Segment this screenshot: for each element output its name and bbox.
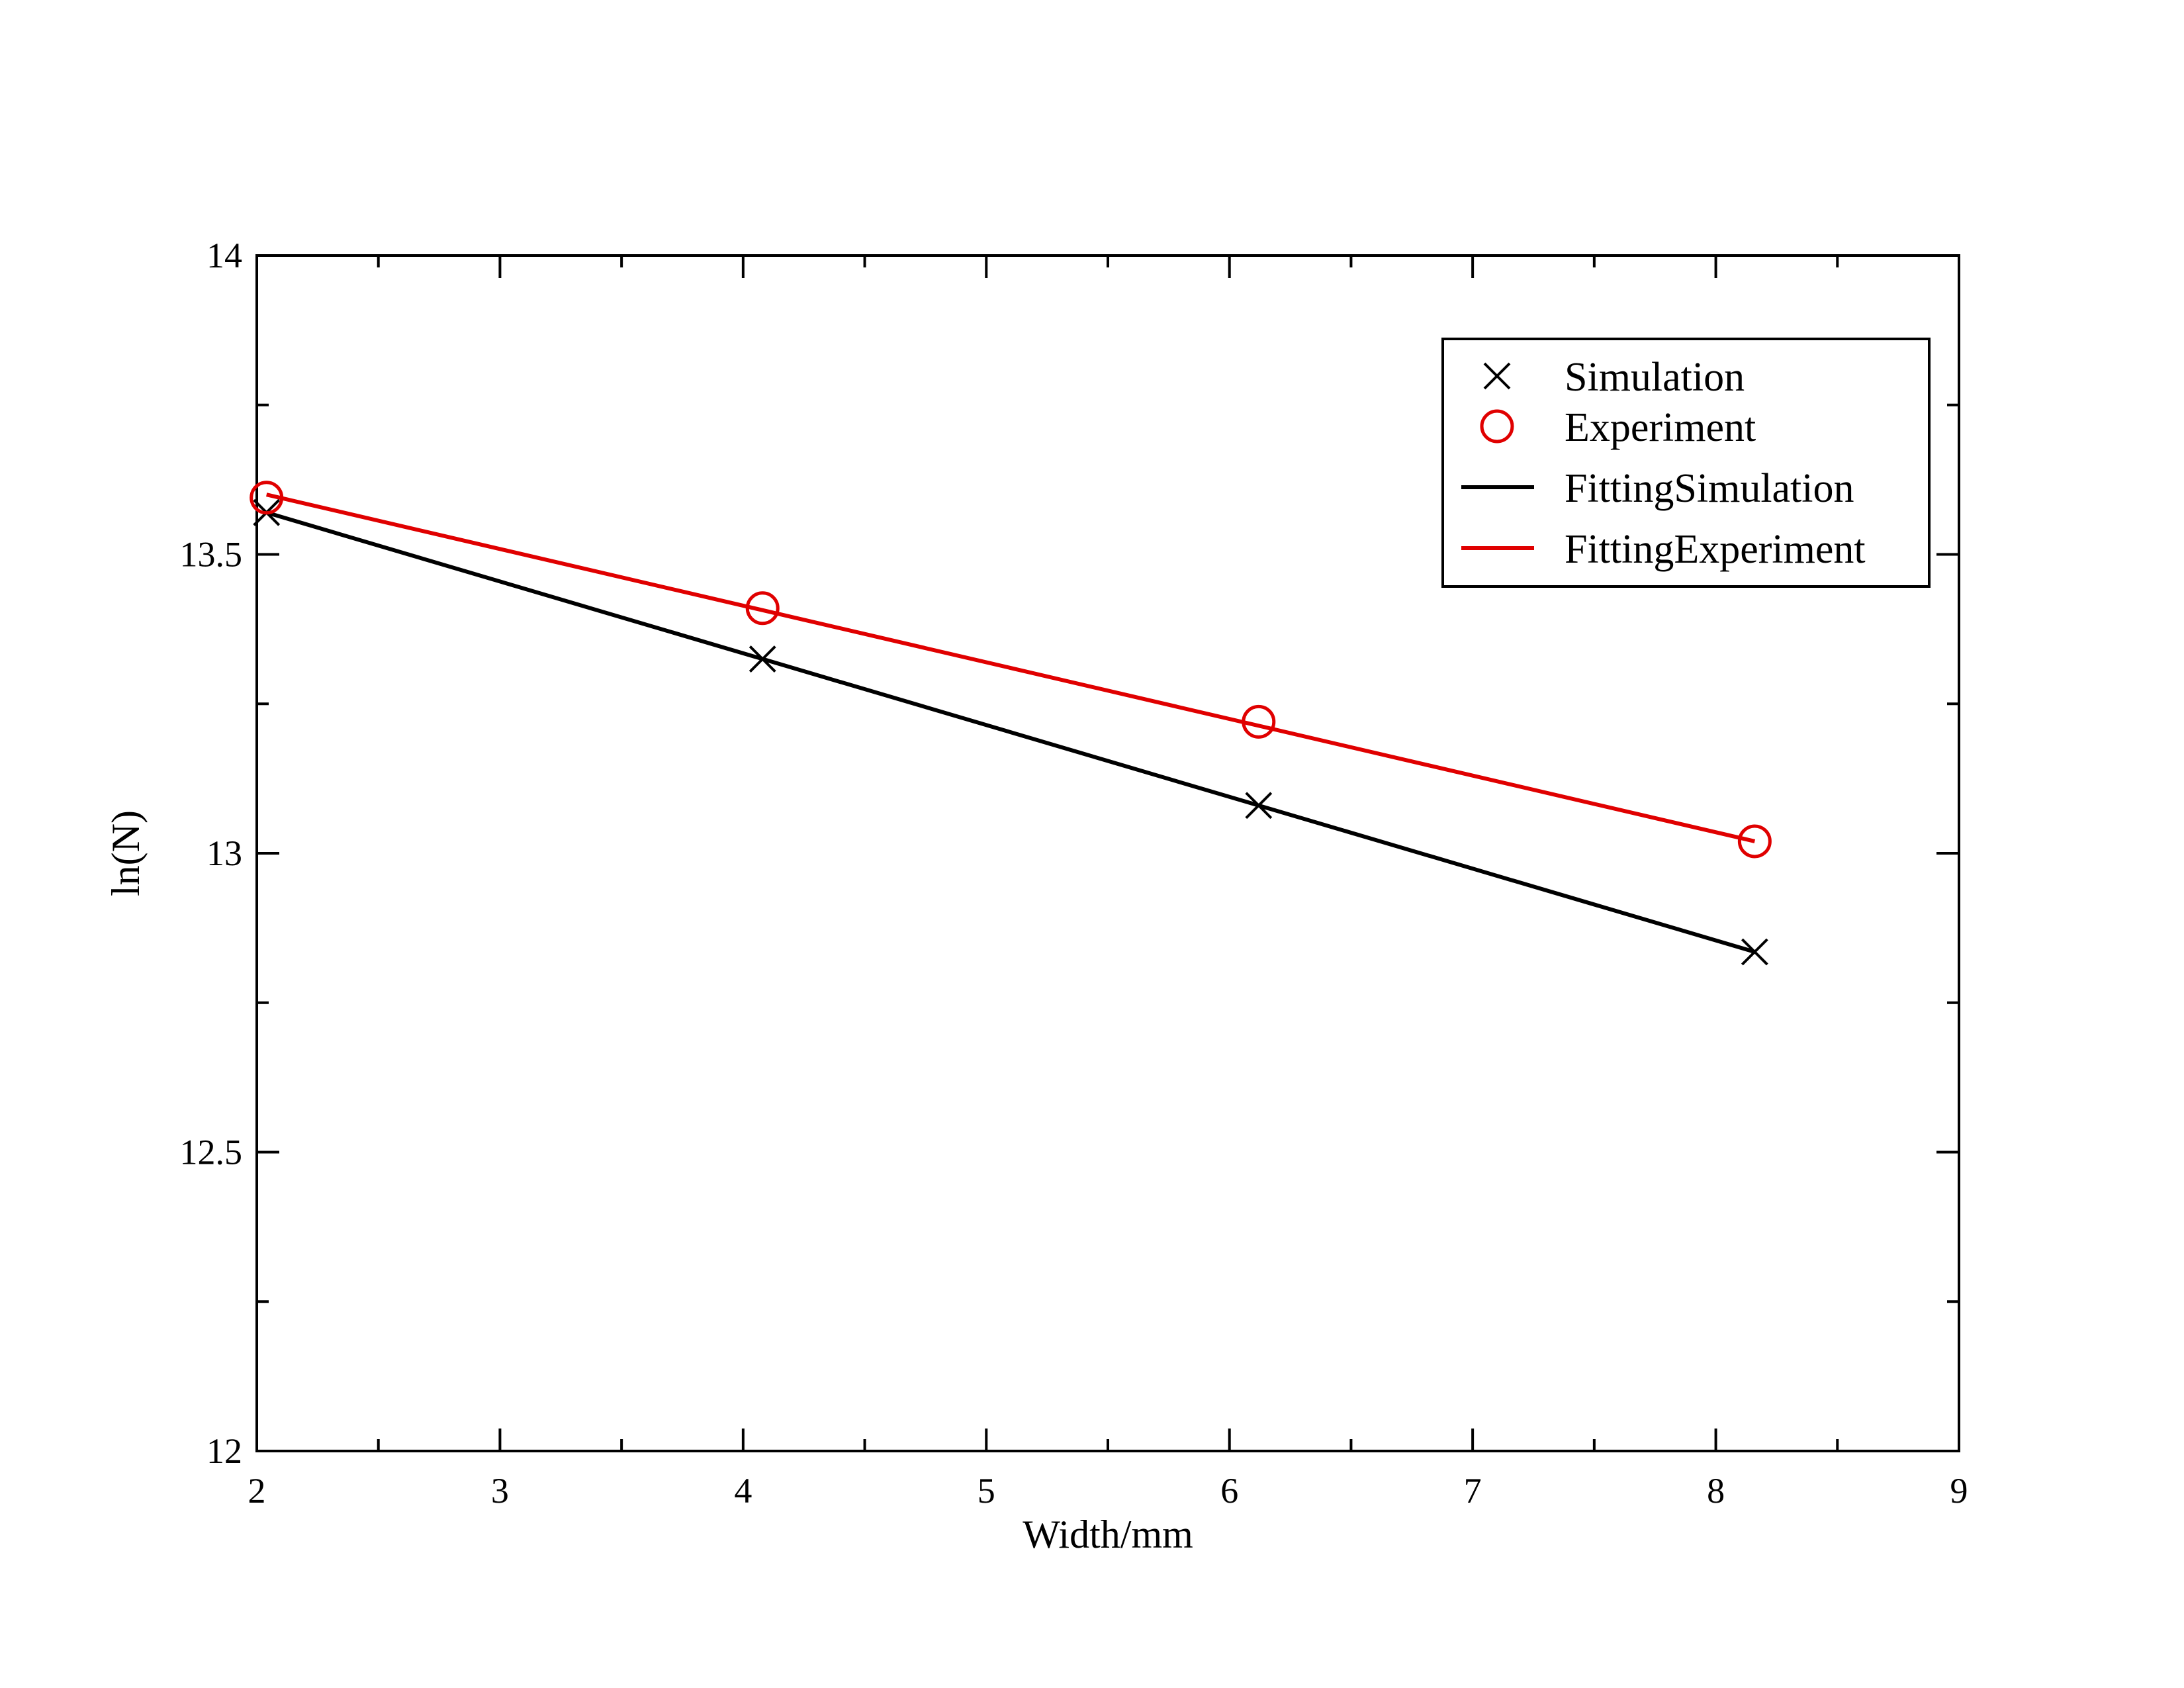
x-tick-label: 7 (1464, 1471, 1482, 1511)
y-tick-label: 13 (206, 833, 242, 873)
fit-lines (265, 492, 1756, 954)
experiment-point (745, 591, 780, 626)
x-marker-stroke (1741, 938, 1768, 966)
x-marker-stroke (1483, 362, 1511, 390)
x-tick-label: 6 (1220, 1471, 1238, 1511)
legend-label: Simulation (1565, 355, 1745, 400)
y-tick-label: 13.5 (180, 535, 243, 575)
legend-label: FittingSimulation (1565, 466, 1854, 511)
fit-line-FittingSimulation (265, 510, 1756, 954)
y-tick-label: 12 (206, 1431, 242, 1471)
x-marker-stroke (1245, 792, 1273, 820)
axis-tick-labels: 2 3 4 5 6 7 8 9 12 12.5 13 13.5 14 (180, 236, 1968, 1511)
y-tick-label: 14 (206, 236, 242, 275)
data-markers (250, 481, 1772, 966)
x-marker-stroke (749, 645, 776, 673)
experiment-point (1242, 704, 1276, 739)
y-tick-label: 12.5 (180, 1133, 243, 1172)
legend-label: FittingExperiment (1565, 527, 1866, 572)
x-tick-label: 8 (1707, 1471, 1725, 1511)
x-tick-label: 5 (978, 1471, 995, 1511)
legend: Simulation Experiment FittingSimulation Fit… (1441, 338, 1931, 588)
legend-label: Experiment (1565, 405, 1756, 450)
simulation-point (1741, 938, 1768, 966)
x-tick-label: 4 (734, 1471, 752, 1511)
legend-box (1441, 338, 1931, 588)
legend-symbol-x (1483, 362, 1511, 390)
simulation-point (1245, 792, 1273, 820)
legend-symbol-circle (1480, 409, 1514, 444)
axis-ticks (255, 254, 1960, 1452)
x-axis-title: Width/mm (1023, 1513, 1193, 1556)
experiment-point (250, 481, 284, 515)
x-tick-label: 3 (491, 1471, 509, 1511)
simulation-point (749, 645, 776, 673)
x-tick-label: 2 (248, 1471, 266, 1511)
experiment-point (1737, 824, 1772, 859)
fit-line-FittingExperiment (266, 492, 1756, 843)
x-tick-label: 9 (1950, 1471, 1968, 1511)
y-axis-title: ln(N) (104, 810, 148, 896)
